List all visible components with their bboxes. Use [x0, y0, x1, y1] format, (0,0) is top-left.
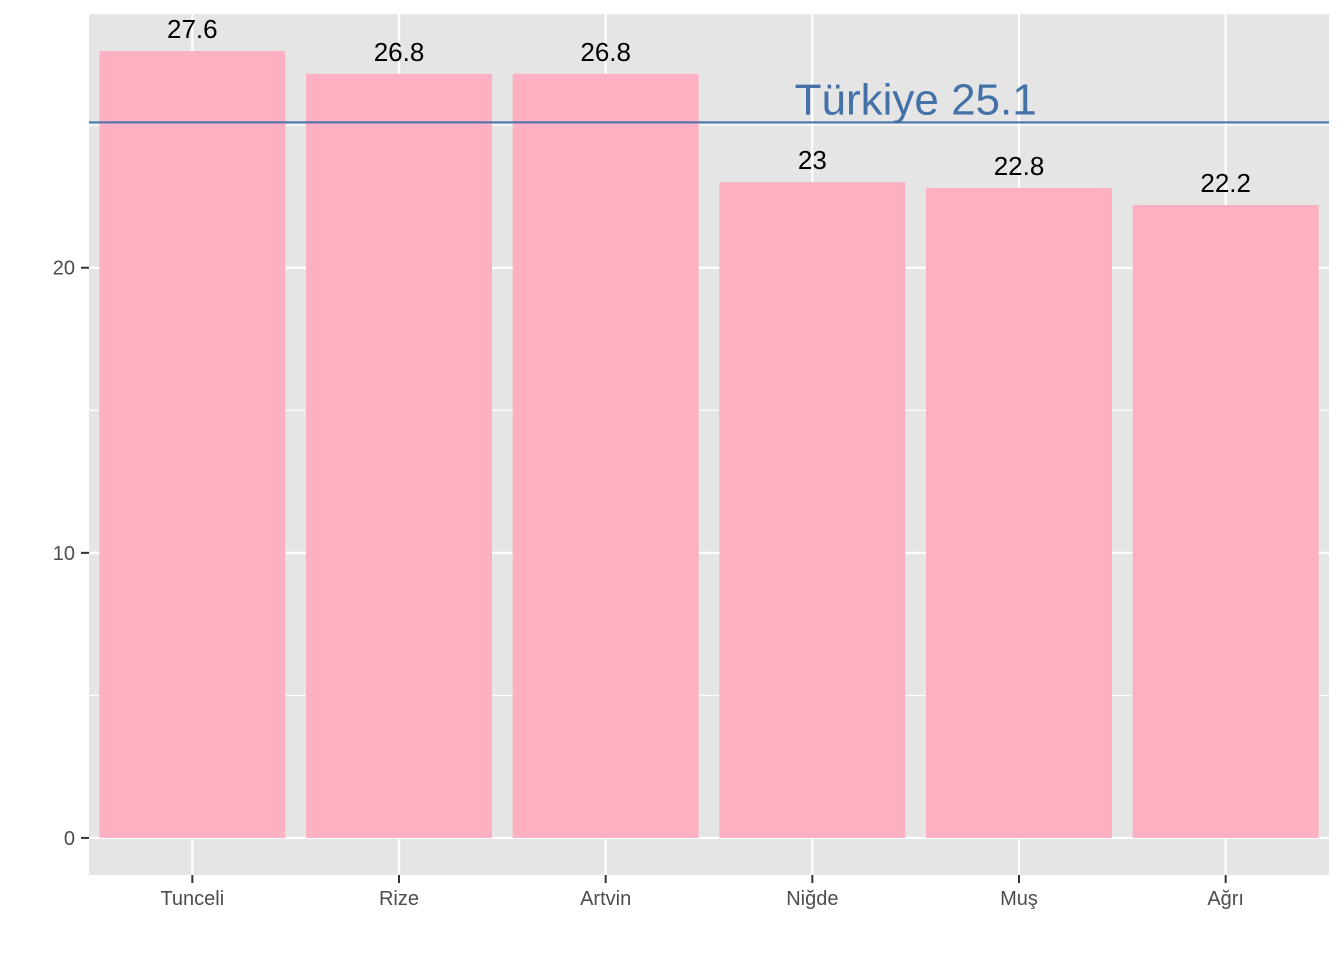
bar-muş [926, 187, 1112, 838]
bar-value-label: 22.8 [994, 151, 1045, 181]
bar-value-label: 27.6 [167, 14, 218, 44]
bar-value-label: 26.8 [580, 37, 631, 67]
x-tick-label: Rize [379, 888, 419, 910]
bar-value-label: 23 [798, 145, 827, 175]
y-axis: 0 10 20 [53, 258, 89, 850]
plot-panel [89, 14, 1329, 875]
reference-line-label: Türkiye 25.1 [795, 75, 1037, 124]
x-tick-label: Muş [1000, 888, 1038, 910]
bar-rize [306, 73, 492, 838]
x-axis: Tunceli Rize Artvin Niğde Muş Ağrı [160, 875, 1244, 910]
bars [99, 51, 1319, 838]
bar-tunceli [99, 51, 286, 838]
x-tick-label: Tunceli [160, 888, 224, 910]
bar-artvin [512, 73, 699, 838]
grid-minor [89, 124, 1329, 696]
bar-value-label: 22.2 [1200, 168, 1251, 198]
bar-ağrı [1132, 205, 1319, 838]
y-tick-label: 0 [64, 828, 75, 850]
bar-value-labels: 27.6 26.8 26.8 23 22.8 22.2 [167, 14, 1251, 198]
bar-value-label: 26.8 [374, 37, 425, 67]
y-tick-label: 10 [53, 543, 75, 565]
x-tick-label: Niğde [786, 888, 838, 910]
bar-niğde [719, 182, 906, 838]
x-tick-label: Artvin [580, 888, 631, 910]
y-tick-label: 20 [53, 258, 75, 280]
x-tick-label: Ağrı [1207, 888, 1244, 910]
